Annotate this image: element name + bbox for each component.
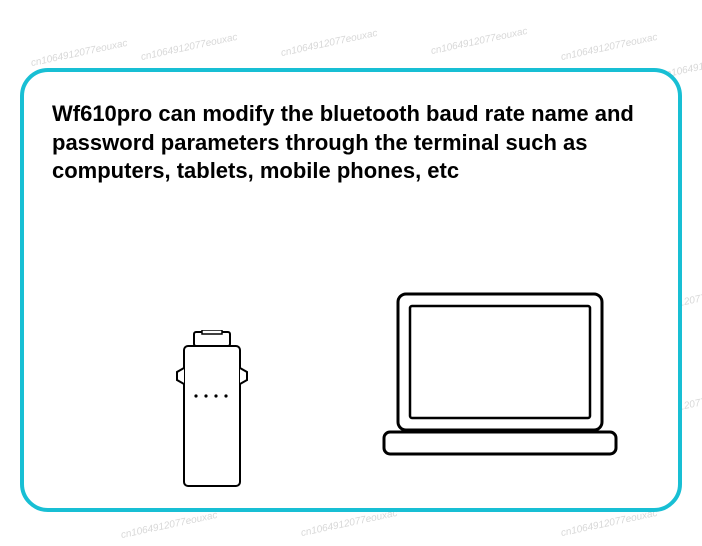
watermark-text: cn1064912077eouxac	[120, 510, 219, 541]
watermark-text: cn1064912077eouxac	[560, 508, 659, 539]
watermark-text: cn1064912077eouxac	[430, 26, 529, 57]
watermark-text: cn1064912077eouxac	[280, 28, 379, 59]
info-card: Wf610pro can modify the bluetooth baud r…	[20, 68, 682, 512]
description-text: Wf610pro can modify the bluetooth baud r…	[52, 100, 650, 186]
laptop-illustration	[380, 290, 620, 460]
bluetooth-module-illustration	[172, 330, 252, 490]
watermark-text: cn1064912077eouxac	[300, 508, 399, 539]
watermark-text: cn1064912077eouxac	[560, 32, 659, 63]
watermark-text: cn1064912077eouxac	[30, 38, 129, 69]
watermark-text: cn1064912077eouxac	[140, 32, 239, 63]
